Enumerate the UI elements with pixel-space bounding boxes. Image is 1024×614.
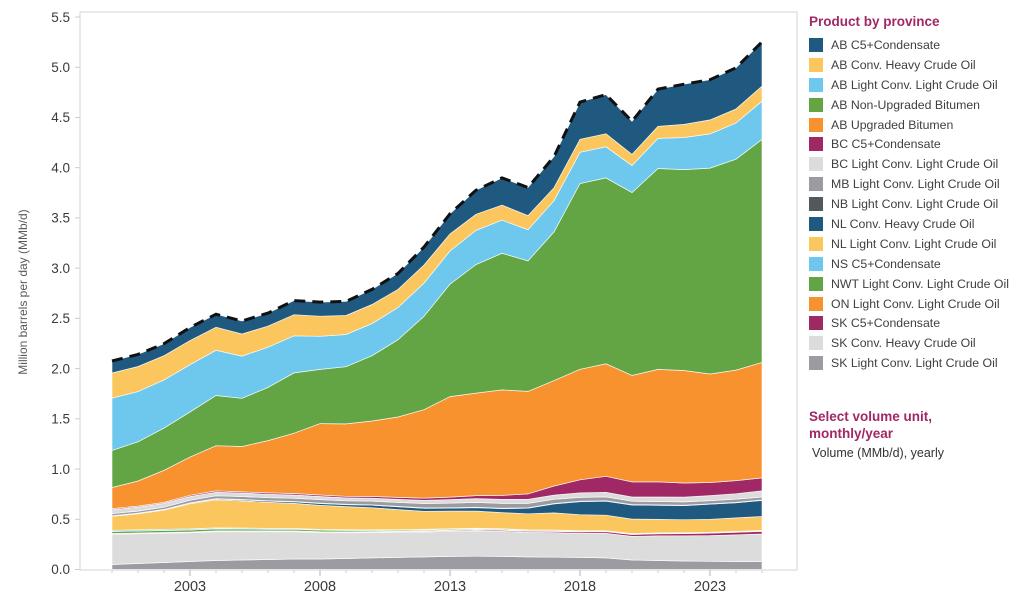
legend-title: Product by province <box>809 14 940 29</box>
unit-selector-title: Select volume unit, monthly/year <box>809 409 933 442</box>
legend-item-ab-c5-condensate[interactable]: AB C5+Condensate <box>809 35 1021 55</box>
legend: Product by province AB C5+Condensate AB C… <box>809 14 1021 373</box>
legend-color-swatch <box>809 316 823 331</box>
legend-color-swatch <box>809 216 823 231</box>
legend-item-ab-upgraded-bitumen[interactable]: AB Upgraded Bitumen <box>809 115 1021 135</box>
x-tick-label: 2008 <box>304 579 336 595</box>
y-tick-label: 5.5 <box>51 10 70 25</box>
legend-item-ns-c5-condensate[interactable]: NS C5+Condensate <box>809 254 1021 274</box>
legend-item-ab-conv-heavy-crude-oil[interactable]: AB Conv. Heavy Crude Oil <box>809 55 1021 75</box>
x-tick-label: 2023 <box>694 579 726 595</box>
x-tick-label: 2018 <box>564 579 596 595</box>
x-tick-label: 2013 <box>434 579 466 595</box>
legend-item-label: NS C5+Condensate <box>831 256 941 271</box>
legend-item-label: NWT Light Conv. Light Crude Oil <box>831 276 1009 291</box>
legend-color-swatch <box>809 296 823 311</box>
y-tick-label: 5.0 <box>51 60 70 75</box>
legend-color-swatch <box>809 256 823 271</box>
legend-item-sk-conv-heavy-crude-oil[interactable]: SK Conv. Heavy Crude Oil <box>809 333 1021 353</box>
legend-item-label: NL Conv. Heavy Crude Oil <box>831 216 975 231</box>
legend-item-label: AB Non-Upgraded Bitumen <box>831 97 981 112</box>
legend-item-nwt-light-conv-light-crude-oil[interactable]: NWT Light Conv. Light Crude Oil <box>809 274 1021 294</box>
legend-color-swatch <box>809 356 823 371</box>
legend-item-label: SK C5+Condensate <box>831 316 941 331</box>
y-tick-label: 1.5 <box>51 412 70 427</box>
y-tick-label: 2.5 <box>51 311 70 326</box>
legend-item-label: MB Light Conv. Light Crude Oil <box>831 177 1000 192</box>
y-tick-label: 4.0 <box>51 160 70 175</box>
legend-item-sk-light-conv-light-crude-oil[interactable]: SK Light Conv. Light Crude Oil <box>809 353 1021 373</box>
legend-item-nl-light-conv-light-crude-oil[interactable]: NL Light Conv. Light Crude Oil <box>809 234 1021 254</box>
legend-item-label: NB Light Conv. Light Crude Oil <box>831 197 999 212</box>
legend-color-swatch <box>809 57 823 72</box>
plot-border <box>79 11 798 571</box>
legend-item-label: AB Conv. Heavy Crude Oil <box>831 57 976 72</box>
y-tick-label: 0.5 <box>51 512 70 527</box>
legend-item-label: ON Light Conv. Light Crude Oil <box>831 296 1000 311</box>
legend-item-nl-conv-heavy-crude-oil[interactable]: NL Conv. Heavy Crude Oil <box>809 214 1021 234</box>
legend-item-ab-light-conv-light-crude-oil[interactable]: AB Light Conv. Light Crude Oil <box>809 75 1021 95</box>
legend-color-swatch <box>809 157 823 172</box>
legend-color-swatch <box>809 77 823 92</box>
legend-items: AB C5+Condensate AB Conv. Heavy Crude Oil… <box>809 35 1021 373</box>
legend-item-on-light-conv-light-crude-oil[interactable]: ON Light Conv. Light Crude Oil <box>809 294 1021 314</box>
legend-item-label: NL Light Conv. Light Crude Oil <box>831 236 997 251</box>
unit-selector: Select volume unit, monthly/year Volume … <box>809 408 977 460</box>
y-tick-label: 0.0 <box>51 562 70 577</box>
y-tick-label: 2.0 <box>51 361 70 376</box>
legend-color-swatch <box>809 97 823 112</box>
legend-item-label: SK Conv. Heavy Crude Oil <box>831 336 976 351</box>
legend-color-swatch <box>809 276 823 291</box>
legend-color-swatch <box>809 197 823 212</box>
legend-item-label: SK Light Conv. Light Crude Oil <box>831 356 998 371</box>
legend-item-label: AB Light Conv. Light Crude Oil <box>831 77 998 92</box>
legend-item-sk-c5-condensate[interactable]: SK C5+Condensate <box>809 313 1021 333</box>
legend-color-swatch <box>809 117 823 132</box>
legend-item-nb-light-conv-light-crude-oil[interactable]: NB Light Conv. Light Crude Oil <box>809 194 1021 214</box>
legend-item-bc-light-conv-light-crude-oil[interactable]: BC Light Conv. Light Crude Oil <box>809 154 1021 174</box>
legend-item-ab-non-upgraded-bitumen[interactable]: AB Non-Upgraded Bitumen <box>809 95 1021 115</box>
legend-color-swatch <box>809 177 823 192</box>
y-tick-label: 3.0 <box>51 261 70 276</box>
legend-color-swatch <box>809 137 823 152</box>
legend-item-label: BC C5+Condensate <box>831 137 941 152</box>
legend-item-bc-c5-condensate[interactable]: BC C5+Condensate <box>809 134 1021 154</box>
y-tick-label: 3.5 <box>51 211 70 226</box>
legend-color-swatch <box>809 37 823 52</box>
x-tick-label: 2003 <box>174 579 206 595</box>
legend-color-swatch <box>809 236 823 251</box>
legend-color-swatch <box>809 336 823 351</box>
y-tick-label: 1.0 <box>51 462 70 477</box>
y-tick-label: 4.5 <box>51 110 70 125</box>
legend-item-label: BC Light Conv. Light Crude Oil <box>831 157 999 172</box>
unit-selector-value[interactable]: Volume (MMb/d), yearly <box>812 445 944 460</box>
legend-item-label: AB Upgraded Bitumen <box>831 117 954 132</box>
total-dashed-line <box>111 40 764 363</box>
legend-item-mb-light-conv-light-crude-oil[interactable]: MB Light Conv. Light Crude Oil <box>809 174 1021 194</box>
legend-item-label: AB C5+Condensate <box>831 37 941 52</box>
